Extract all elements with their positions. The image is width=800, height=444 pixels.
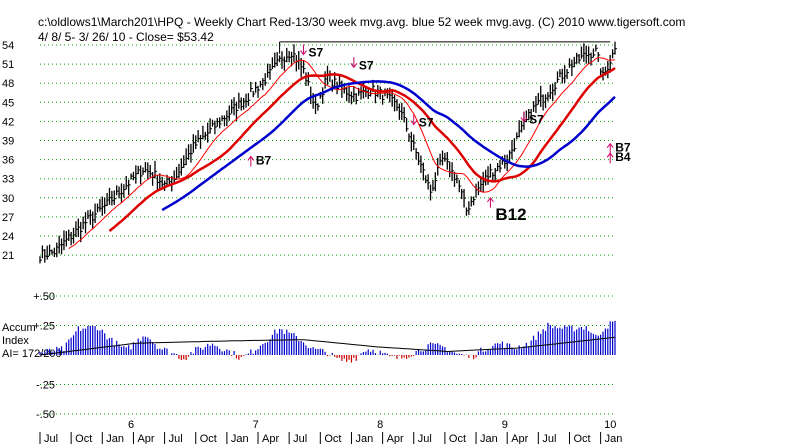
signal-label: B4 (615, 150, 631, 164)
price-y-tick-label: 51 (2, 59, 14, 71)
accum-y-tick-label: +.50 (33, 291, 55, 303)
x-month-label: Jul (293, 433, 307, 444)
price-y-tick-label: 36 (2, 155, 14, 167)
accum-y-ticks: +.50 +.25 -.25 -.50 (33, 291, 55, 421)
x-year-label: 6 (128, 419, 134, 431)
signal-label: S7 (309, 46, 324, 60)
x-month-label: Jul (169, 433, 183, 444)
x-month-label: Oct (449, 433, 466, 444)
x-month-label: Oct (324, 433, 341, 444)
x-month-label: Apr (387, 433, 404, 444)
ma-13-line (68, 56, 616, 250)
x-axis: 6 7 8 9 10 Jul Oct Jan Apr Jul Oct Jan Apr Jul Oct Jan A… (39, 419, 623, 444)
x-year-label: 10 (604, 419, 616, 431)
ma-30-line (108, 67, 616, 232)
signal-label: S7 (419, 116, 434, 130)
price-y-ticks: 54 51 48 45 42 39 36 33 30 27 24 21 (2, 40, 14, 262)
sell-signal-arrow (410, 114, 418, 126)
sell-signal-arrow (350, 57, 358, 69)
x-month-label: Jan (231, 433, 249, 444)
accum-label-3: AI= 172/200 (2, 348, 62, 360)
x-year-label: 9 (502, 419, 508, 431)
x-month-label: Jan (605, 433, 623, 444)
accum-label-1: Accum (2, 322, 36, 334)
chart-title: c:\oldlows1\March201\HPQ - Weekly Chart … (38, 15, 685, 29)
x-month-label: Jan (355, 433, 373, 444)
sell-signal-arrow (520, 111, 528, 123)
price-y-tick-label: 21 (2, 250, 14, 262)
signal-label: S7 (529, 112, 544, 126)
price-grid (40, 41, 615, 256)
price-y-tick-label: 30 (2, 193, 14, 205)
price-y-tick-label: 33 (2, 174, 14, 186)
signal-label: B12 (495, 205, 526, 224)
accum-y-tick-label: -.50 (36, 409, 55, 421)
chart-subtitle: 4/ 8/ 5- 3/ 26/ 10 - Close= $53.42 (38, 30, 214, 44)
x-month-label: Apr (511, 433, 528, 444)
x-month-label: Jul (542, 433, 556, 444)
x-month-label: Apr (137, 433, 154, 444)
x-month-label: Jul (418, 433, 432, 444)
price-y-tick-label: 42 (2, 116, 14, 128)
price-y-tick-label: 45 (2, 97, 14, 109)
price-y-tick-label: 54 (2, 40, 14, 52)
ma-52-line (161, 80, 616, 212)
signal-label: B7 (256, 153, 272, 167)
accum-average-line (39, 336, 616, 356)
buy-signal-arrow (606, 142, 614, 154)
x-month-label: Jul (44, 433, 58, 444)
buy-signal-arrow (247, 155, 255, 167)
price-y-tick-label: 48 (2, 78, 14, 90)
accum-y-tick-label: +.25 (33, 321, 55, 333)
x-month-label: Apr (262, 433, 279, 444)
buy-signal-arrow (606, 152, 614, 164)
x-year-label: 8 (377, 419, 383, 431)
x-month-label: Jan (106, 433, 124, 444)
accum-y-tick-label: -.25 (36, 380, 55, 392)
moving-averages (68, 56, 616, 250)
accum-average (39, 336, 616, 356)
x-month-label: Oct (75, 433, 92, 444)
accum-bars (39, 320, 616, 363)
price-y-tick-label: 39 (2, 136, 14, 148)
x-month-label: Oct (200, 433, 217, 444)
accum-label-2: Index (2, 335, 29, 347)
buy-signal-arrow (487, 196, 494, 208)
price-y-tick-label: 24 (2, 231, 14, 243)
x-year-label: 7 (253, 419, 259, 431)
x-month-label: Oct (573, 433, 590, 444)
signal-label: S7 (359, 58, 374, 72)
sell-signal-arrow (300, 44, 307, 56)
x-month-label: Jan (480, 433, 498, 444)
price-y-tick-label: 27 (2, 212, 14, 224)
signal-label: B7 (615, 141, 631, 155)
